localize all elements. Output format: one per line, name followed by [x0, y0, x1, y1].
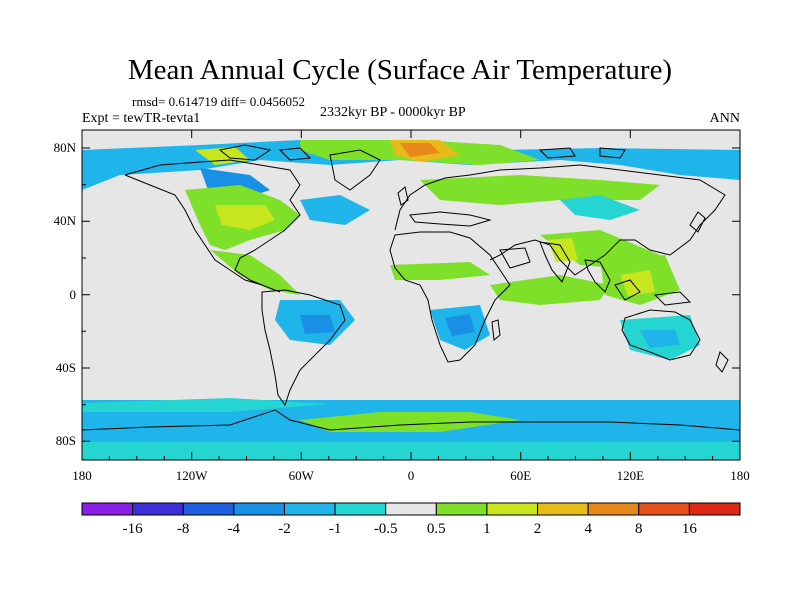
- anomaly-arctic-yellow: [195, 147, 250, 165]
- anomaly-eurasia-cyan: [560, 195, 640, 220]
- experiment-label: Expt = tewTR-tevta1: [82, 111, 201, 126]
- coastline-north-america: [124, 159, 301, 293]
- y-ticks-right: [732, 147, 740, 442]
- coastline-antarctica: [82, 409, 740, 431]
- colorbar-label: -4: [228, 521, 241, 537]
- coastline-north-america-west: [124, 174, 263, 286]
- rmsd-diff-stats: rmsd= 0.614719 diff= 0.0456052: [132, 94, 305, 109]
- anomaly-north-america-warm: [215, 205, 275, 230]
- x-tick-label: 0: [408, 468, 415, 483]
- anomaly-australia-deep: [640, 330, 680, 348]
- colorbar-box: [132, 502, 184, 516]
- coastline-gulf: [499, 247, 531, 269]
- colorbar-label: 2: [534, 521, 542, 537]
- anomaly-antarctic-warm: [82, 442, 740, 460]
- anomaly-southern-africa-deep: [445, 314, 475, 336]
- y-tick-label: 0: [70, 287, 77, 302]
- map-plot-area: [82, 130, 740, 460]
- colorbar-box: [385, 502, 437, 516]
- coastline-india: [539, 241, 571, 283]
- coastline-borneo: [614, 279, 641, 301]
- colorbar-boxes: [81, 502, 741, 516]
- colorbar-box: [283, 502, 336, 516]
- x-ticks-bottom: [81, 452, 741, 460]
- colorbar-label: -1: [329, 521, 342, 537]
- colorbar-label: -0.5: [374, 521, 398, 537]
- coastline-southeast-asia: [584, 259, 611, 293]
- anomaly-sahel: [390, 262, 490, 280]
- x-tick-labels: 180 120W 60W 0 60E 120E 180: [72, 468, 750, 483]
- coastline-africa: [389, 231, 511, 363]
- y-tick-label: 40N: [54, 213, 77, 228]
- anomaly-southern-ocean-cyan: [82, 398, 330, 412]
- coastline-arctic-islands: [218, 144, 626, 161]
- colorbar-box: [587, 502, 640, 516]
- axis-ticks: [81, 130, 741, 460]
- x-ticks-top: [81, 130, 741, 138]
- anomaly-antarctic-green: [300, 412, 520, 432]
- anomaly-central-america: [210, 250, 300, 295]
- x-tick-label: 120E: [617, 468, 645, 483]
- coastline-uk: [397, 186, 409, 206]
- coastline-europe: [394, 164, 726, 276]
- colorbar-label: -16: [123, 521, 143, 537]
- colorbar-box: [688, 502, 741, 516]
- coastline-new-guinea: [653, 291, 692, 306]
- anomaly-arctic-hot: [400, 143, 440, 157]
- anomaly-arctic-cold: [82, 140, 740, 190]
- colorbar-box: [435, 502, 488, 516]
- x-tick-label: 180: [72, 468, 92, 483]
- chart-title: Mean Annual Cycle (Surface Air Temperatu…: [127, 54, 673, 86]
- anomaly-north-atlantic: [300, 195, 370, 225]
- colorbar-label: -8: [177, 521, 190, 537]
- colorbar-box: [81, 502, 134, 516]
- coastline-japan: [689, 211, 706, 233]
- x-tick-label: 120W: [176, 468, 209, 483]
- anomaly-indian-ocean: [490, 275, 610, 305]
- colorbar-label: 8: [635, 521, 643, 537]
- period-label: 2332kyr BP - 0000kyr BP: [320, 105, 466, 120]
- y-tick-label: 80S: [56, 433, 76, 448]
- anomaly-south-america-deep: [300, 315, 335, 334]
- y-tick-labels: 80N 40N 0 40S 80S: [54, 140, 77, 448]
- x-tick-label: 60E: [510, 468, 531, 483]
- coastline-south-america: [261, 289, 346, 407]
- coastline-new-zealand: [715, 351, 729, 373]
- y-tick-label: 80N: [54, 140, 77, 155]
- coastlines: [82, 144, 740, 431]
- coastline-madagascar: [491, 319, 501, 341]
- colorbar-box: [486, 502, 539, 516]
- colorbar-box: [638, 502, 690, 516]
- colorbar-label: -2: [278, 521, 291, 537]
- y-tick-label: 40S: [56, 360, 76, 375]
- anomaly-maritime-warm: [620, 270, 655, 296]
- coastline-mediterranean: [409, 211, 492, 227]
- x-tick-label: 60W: [289, 468, 315, 483]
- season-label: ANN: [709, 111, 740, 126]
- coastline-australia: [621, 309, 701, 361]
- y-ticks-left: [82, 147, 90, 442]
- x-tick-label: 180: [730, 468, 750, 483]
- colorbar-box: [334, 502, 387, 516]
- colorbar-label: 1: [483, 521, 491, 537]
- colorbar-box: [233, 502, 285, 516]
- colorbar-labels: -16 -8 -4 -2 -1 -0.5 0.5 1 2 4 8 16: [123, 521, 698, 537]
- colorbar-label: 4: [584, 521, 592, 537]
- colorbar-label: 16: [682, 521, 698, 537]
- colorbar: -16 -8 -4 -2 -1 -0.5 0.5 1 2 4 8 16: [81, 502, 741, 537]
- colorbar-box: [182, 502, 235, 516]
- coastline-greenland: [329, 149, 381, 191]
- colorbar-label: 0.5: [427, 521, 446, 537]
- colorbar-box: [537, 502, 589, 516]
